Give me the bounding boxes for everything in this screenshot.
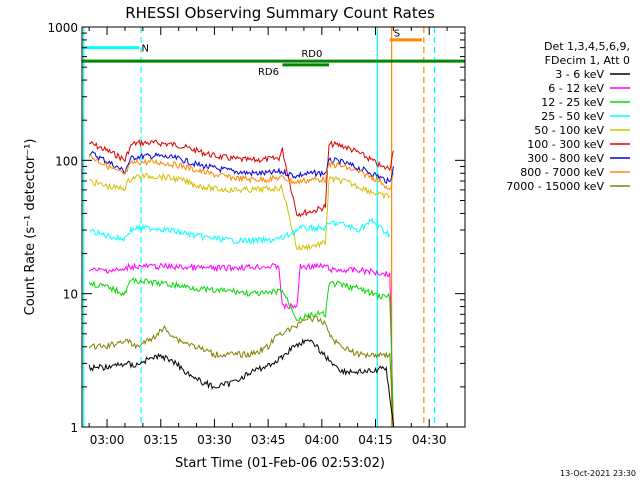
annotation-label-3: RD6: [258, 67, 279, 78]
series-line-4: [89, 217, 391, 245]
chart-title: RHESSI Observing Summary Count Rates: [125, 4, 435, 22]
y-tick-label: 1000: [47, 21, 78, 35]
x-tick-label: 03:30: [197, 433, 232, 447]
legend-label: 7000 - 15000 keV: [506, 180, 604, 193]
legend-label: 300 - 800 keV: [527, 152, 604, 165]
annotation-label-0: N: [142, 44, 149, 55]
annotation-label-2: RD0: [301, 49, 322, 60]
x-tick-label: 04:30: [412, 433, 447, 447]
legend-header: Det 1,3,4,5,6,9,: [544, 40, 630, 53]
series-line-5: [88, 262, 394, 427]
series-line-0: [88, 139, 394, 218]
series-line-6: [88, 277, 394, 427]
plot-frame: [81, 26, 466, 428]
legend: Det 1,3,4,5,6,9,FDecim 1, Att 03 - 6 keV…: [506, 40, 630, 193]
legend-label: 800 - 7000 keV: [520, 166, 604, 179]
y-axis-label: Count Rate (s⁻¹ detector⁻¹): [23, 139, 38, 316]
legend-label: 100 - 300 keV: [527, 138, 604, 151]
series-line-8: [88, 338, 394, 427]
x-tick-label: 04:15: [358, 433, 393, 447]
x-tick-label: 03:00: [90, 433, 125, 447]
legend-label: 12 - 25 keV: [541, 96, 604, 109]
legend-label: 50 - 100 keV: [534, 124, 604, 137]
series-line-3: [88, 172, 391, 251]
x-tick-label: 03:45: [251, 433, 286, 447]
legend-header: FDecim 1, Att 0: [545, 54, 630, 67]
legend-label: 6 - 12 keV: [548, 82, 604, 95]
annotation-label-s: S: [394, 28, 400, 39]
legend-label: 3 - 6 keV: [555, 68, 604, 81]
legend-label: 25 - 50 keV: [541, 110, 604, 123]
footer-timestamp: 13-Oct-2021 23:30: [560, 469, 636, 478]
x-axis-label: Start Time (01-Feb-06 02:53:02): [175, 456, 385, 471]
y-tick-label: 1: [70, 421, 78, 435]
y-axis: 1 10 100 1000: [47, 21, 465, 435]
x-tick-label: 03:15: [143, 433, 178, 447]
y-tick-label: 10: [63, 288, 78, 302]
x-axis: 03:00 03:15 03:30 03:45 04:00 04:15 04:30: [88, 27, 448, 447]
x-tick-label: 04:00: [305, 433, 340, 447]
series-line-1: [89, 150, 394, 185]
series-line-2: [88, 153, 394, 191]
y-tick-label: 100: [55, 154, 78, 168]
series-line-7: [88, 315, 394, 427]
plot-area: N RD0 RD6 S: [82, 27, 465, 427]
